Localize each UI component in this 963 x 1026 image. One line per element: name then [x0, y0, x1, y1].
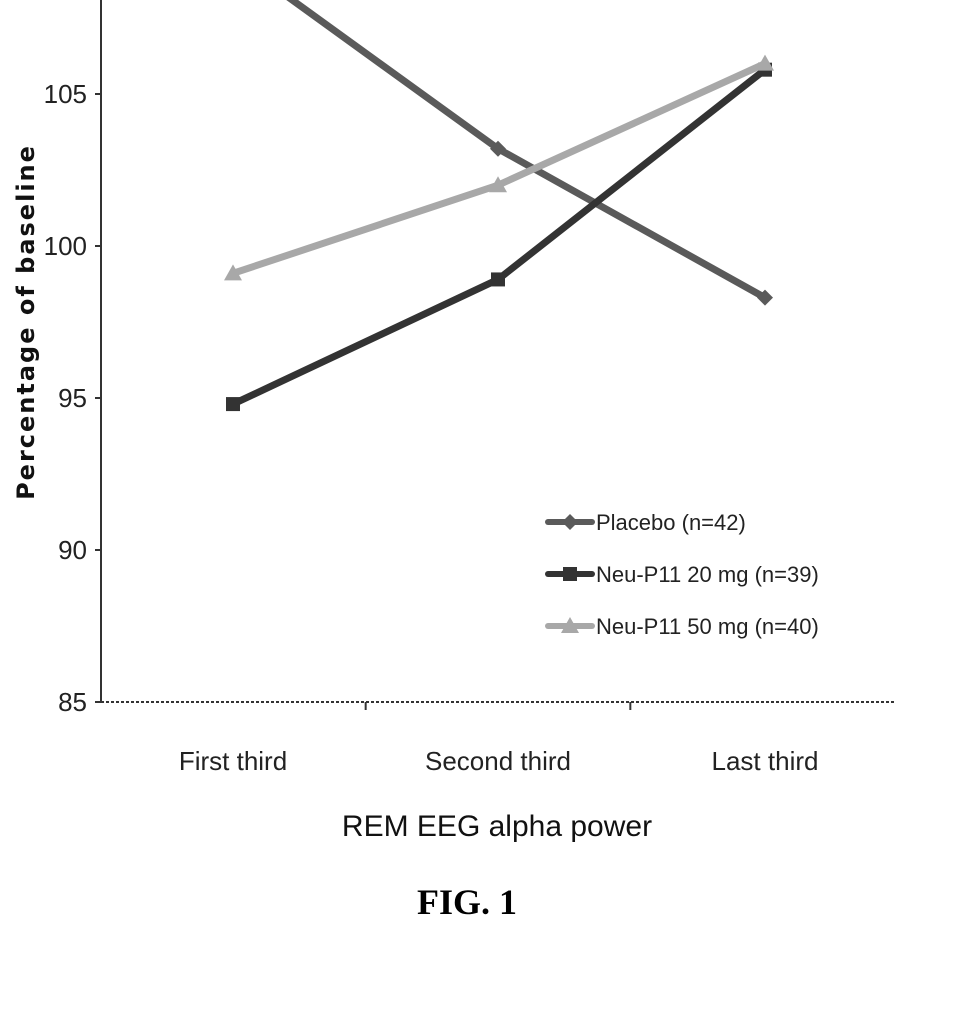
y-tick-label: 100 — [44, 231, 87, 261]
y-tick-group: 85 90 95 100 105 — [44, 79, 101, 717]
x-tick-group: First third Second third Last third — [179, 702, 819, 776]
x-tick-label: Last third — [712, 746, 819, 776]
series-line — [233, 64, 765, 274]
x-tick-label: First third — [179, 746, 287, 776]
legend: Placebo (n=42) Neu-P11 20 mg (n=39) Neu-P1… — [548, 510, 819, 639]
y-tick-label: 105 — [44, 79, 87, 109]
legend-item: Neu-P11 20 mg (n=39) — [548, 562, 819, 587]
y-axis-title: Percentage of baseline — [12, 144, 40, 500]
x-tick-label: Second third — [425, 746, 571, 776]
series-layer — [224, 0, 774, 411]
legend-item: Placebo (n=42) — [548, 510, 746, 535]
series-line — [233, 70, 765, 404]
figure-caption: FIG. 1 — [417, 882, 517, 922]
legend-label: Neu-P11 20 mg (n=39) — [596, 562, 819, 587]
data-point — [226, 397, 240, 411]
y-tick-label: 95 — [58, 383, 87, 413]
series-3 — [224, 55, 774, 281]
series-2 — [226, 63, 772, 411]
legend-label: Neu-P11 50 mg (n=40) — [596, 614, 819, 639]
legend-item: Neu-P11 50 mg (n=40) — [548, 614, 819, 639]
legend-label: Placebo (n=42) — [596, 510, 746, 535]
x-axis-title: REM EEG alpha power — [342, 810, 652, 843]
data-point — [491, 272, 505, 286]
legend-swatch-marker — [563, 567, 577, 581]
y-tick-label: 85 — [58, 687, 87, 717]
y-axis: 85 90 95 100 105 — [44, 0, 101, 717]
y-tick-label: 90 — [58, 535, 87, 565]
data-point — [756, 55, 774, 71]
legend-swatch-marker — [562, 514, 578, 530]
series-1 — [225, 0, 773, 306]
x-axis: First third Second third Last third — [101, 702, 895, 776]
